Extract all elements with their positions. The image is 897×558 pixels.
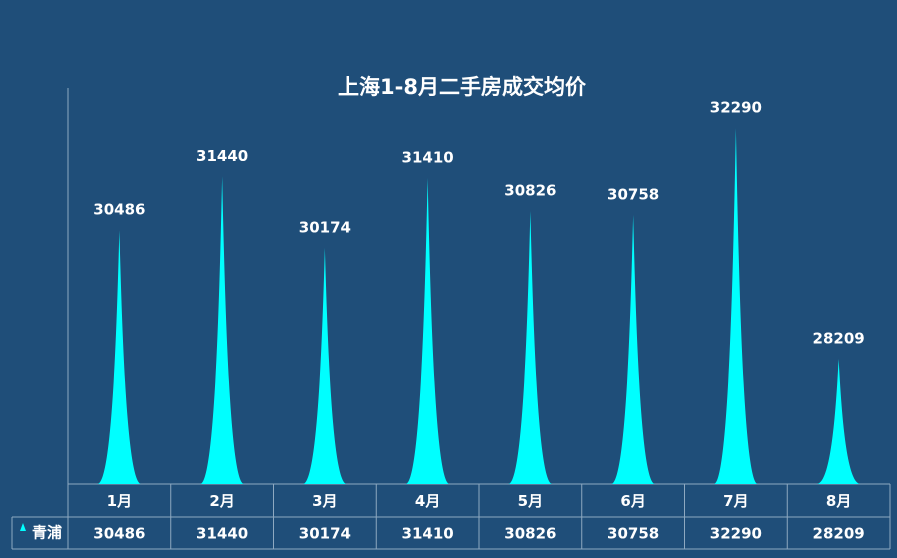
spike-bar xyxy=(97,230,142,484)
table-value: 32290 xyxy=(710,525,762,543)
spike-bar xyxy=(200,176,245,484)
x-tick-label: 4月 xyxy=(415,492,440,510)
chart-title: 上海1-8月二手房成交均价 xyxy=(338,75,587,99)
table-value: 28209 xyxy=(813,525,865,543)
legend-label: 青浦 xyxy=(32,524,62,542)
table-value: 30826 xyxy=(504,525,556,543)
table-value: 30174 xyxy=(299,525,351,543)
x-tick-label: 3月 xyxy=(312,492,337,510)
table-value: 30486 xyxy=(93,525,145,543)
spike-bar xyxy=(713,128,758,484)
spike-bar xyxy=(405,177,450,484)
spike-bar xyxy=(302,247,347,484)
data-label: 30826 xyxy=(504,181,556,199)
table-value: 31440 xyxy=(196,525,248,543)
data-label: 32290 xyxy=(710,99,762,117)
data-label: 31440 xyxy=(196,147,248,165)
table-value: 31410 xyxy=(402,525,454,543)
data-label: 30758 xyxy=(607,185,659,203)
x-tick-label: 2月 xyxy=(209,492,234,510)
data-label: 31410 xyxy=(402,148,454,166)
x-tick-label: 5月 xyxy=(518,492,543,510)
spike-bar xyxy=(611,214,656,485)
spike-bar xyxy=(816,359,861,484)
data-label: 28209 xyxy=(813,330,865,348)
x-tick-label: 8月 xyxy=(826,492,851,510)
x-tick-label: 1月 xyxy=(107,492,132,510)
data-label: 30174 xyxy=(299,218,351,236)
x-tick-label: 6月 xyxy=(620,492,645,510)
data-label: 30486 xyxy=(93,201,145,219)
spike-bar xyxy=(508,210,553,485)
legend-marker xyxy=(20,523,26,531)
x-tick-label: 7月 xyxy=(723,492,748,510)
table-value: 30758 xyxy=(607,525,659,543)
